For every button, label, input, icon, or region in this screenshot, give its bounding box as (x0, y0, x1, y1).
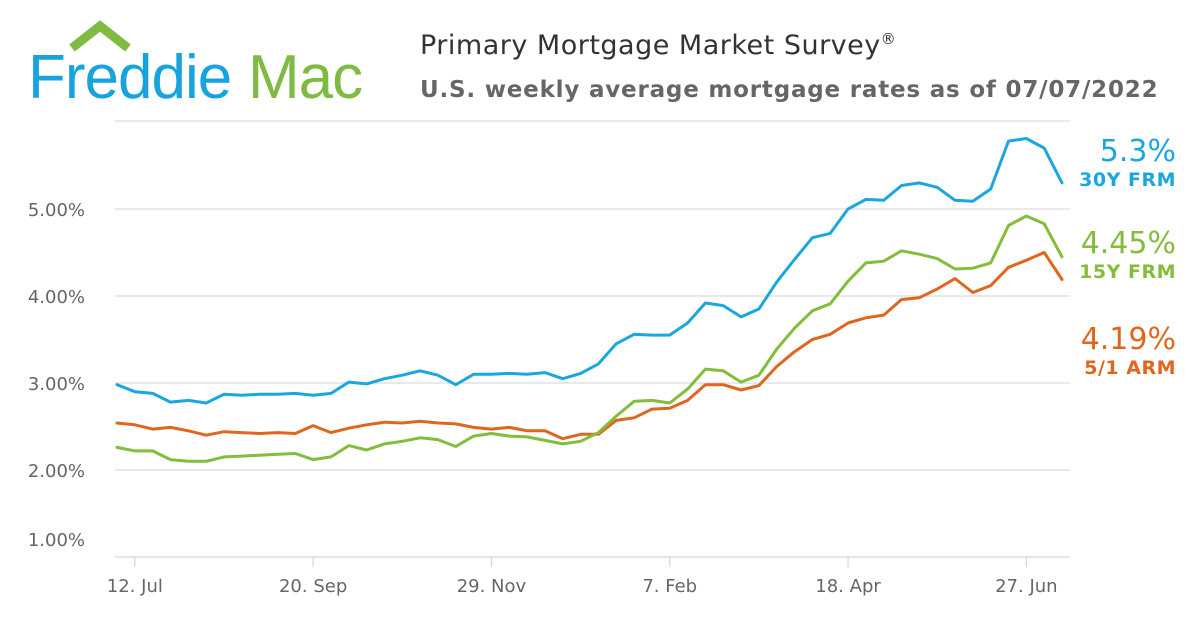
series-line-5-1-arm (115, 251, 1064, 441)
x-tick-label: 7. Feb (642, 576, 697, 597)
x-tick-label: 29. Nov (457, 576, 527, 597)
legend-15y: 4.45% 15Y FRM (1079, 226, 1176, 283)
latest-value-arm: 4.19% (1080, 322, 1176, 357)
series-line-15y-frm (115, 214, 1064, 463)
legend-30y: 5.3% 30Y FRM (1079, 134, 1176, 191)
legend-arm: 4.19% 5/1 ARM (1081, 322, 1176, 379)
x-tick-label: 27. Jun (995, 576, 1057, 597)
series-line-30y-frm (115, 137, 1064, 405)
logo-text-freddie: Freddie (28, 43, 231, 108)
latest-value-15y: 4.45% (1080, 226, 1176, 261)
y-tick-label: 1.00% (28, 530, 85, 551)
chart-title: Primary Mortgage Market Survey® (420, 30, 896, 61)
title-text: Primary Mortgage Market Survey (420, 30, 881, 61)
registered-mark: ® (880, 30, 897, 48)
logo-text-mac: Mac (248, 43, 362, 108)
x-tick-label: 20. Sep (279, 576, 347, 597)
y-tick-label: 5.00% (28, 200, 85, 221)
series-name-arm: 5/1 ARM (1084, 357, 1176, 379)
x-tick-label: 18. Apr (815, 576, 881, 597)
y-tick-label: 2.00% (28, 461, 85, 482)
series-name-15y: 15Y FRM (1079, 261, 1176, 283)
y-tick-label: 3.00% (28, 374, 85, 395)
y-tick-label: 4.00% (28, 287, 85, 308)
freddie-mac-logo: Freddie Mac (28, 20, 363, 108)
latest-value-30y: 5.3% (1099, 134, 1176, 169)
x-tick-label: 12. Jul (107, 576, 163, 597)
series-name-30y: 30Y FRM (1079, 169, 1176, 191)
house-roof-icon (69, 20, 131, 52)
chart-subtitle: U.S. weekly average mortgage rates as of… (420, 77, 1159, 103)
